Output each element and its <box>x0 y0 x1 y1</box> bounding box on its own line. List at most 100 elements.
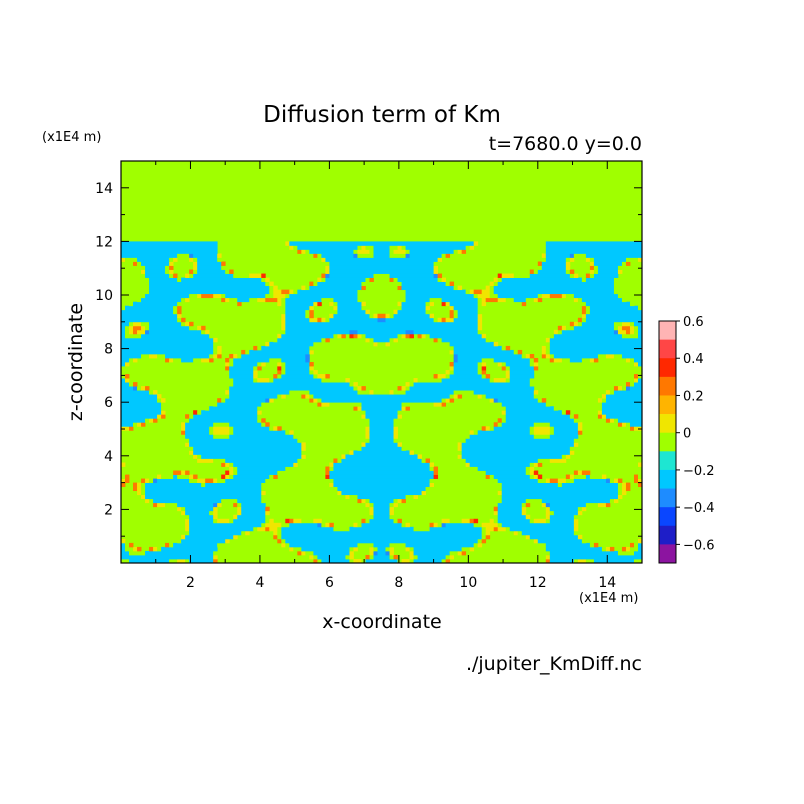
heatmap-cell <box>145 277 150 282</box>
heatmap-cell <box>353 253 358 258</box>
heatmap-cell <box>481 366 487 371</box>
heatmap-cell <box>145 265 166 270</box>
heatmap-cell <box>437 522 443 528</box>
heatmap-cell <box>189 522 262 528</box>
heatmap-cell <box>437 317 443 323</box>
heatmap-cell <box>389 249 394 254</box>
heatmap-cell <box>553 406 559 411</box>
heatmap-cell <box>557 482 563 488</box>
heatmap-cell <box>473 430 479 435</box>
heatmap-cell <box>189 269 194 274</box>
heatmap-cell <box>477 542 483 548</box>
heatmap-cell <box>309 366 314 371</box>
heatmap-cell <box>613 281 619 287</box>
heatmap-cell <box>281 317 286 323</box>
heatmap-cell <box>621 321 631 327</box>
heatmap-cell <box>341 333 346 339</box>
heatmap-cell <box>477 309 483 315</box>
heatmap-cell <box>581 321 615 327</box>
heatmap-cell <box>505 526 511 532</box>
heatmap-cell <box>273 289 282 295</box>
heatmap-cell <box>309 362 314 367</box>
heatmap-cell <box>501 490 619 496</box>
heatmap-cell <box>209 333 214 339</box>
heatmap-cell <box>545 402 551 407</box>
heatmap-cell <box>361 414 366 419</box>
heatmap-cell <box>241 353 306 359</box>
heatmap-cell <box>177 317 182 323</box>
heatmap-cell <box>413 382 531 387</box>
heatmap-cell <box>377 341 386 347</box>
heatmap-cell <box>173 305 178 311</box>
heatmap-cell <box>493 422 499 427</box>
heatmap-cell <box>121 325 126 331</box>
heatmap-cell <box>389 506 394 512</box>
heatmap-cell <box>581 506 587 512</box>
heatmap-cell <box>201 293 214 299</box>
heatmap-cell <box>393 502 398 508</box>
heatmap-cell <box>285 542 290 548</box>
heatmap-cell <box>405 494 414 500</box>
heatmap-cell <box>149 498 154 504</box>
heatmap-cell <box>261 345 310 351</box>
heatmap-cell <box>481 534 487 540</box>
heatmap-cell <box>369 514 374 520</box>
heatmap-cell <box>541 398 547 403</box>
heatmap-cell <box>121 249 218 254</box>
heatmap-cell <box>529 426 535 431</box>
heatmap-cell <box>429 522 434 528</box>
heatmap-cell <box>197 261 222 266</box>
heatmap-cell <box>457 353 523 359</box>
heatmap-cell <box>221 498 238 504</box>
heatmap-cell <box>293 434 298 439</box>
heatmap-cell <box>617 422 623 427</box>
heatmap-cell <box>497 277 503 282</box>
heatmap-cell <box>341 454 346 459</box>
heatmap-cell <box>305 394 310 399</box>
heatmap-cell <box>373 514 390 520</box>
heatmap-cell <box>181 510 186 516</box>
heatmap-cell <box>121 362 126 367</box>
heatmap-cell <box>181 321 186 327</box>
heatmap-cell <box>445 281 451 287</box>
heatmap-cell <box>121 554 214 560</box>
heatmap-cell <box>149 285 270 291</box>
heatmap-cell <box>629 329 635 335</box>
heatmap-cell <box>213 550 218 556</box>
heatmap-cell <box>185 514 190 520</box>
heatmap-cell <box>421 458 426 463</box>
heatmap-cell <box>449 301 479 307</box>
heatmap-cell <box>577 297 583 303</box>
heatmap-cell <box>185 438 190 443</box>
heatmap-cell <box>469 546 475 552</box>
heatmap-cell <box>453 285 459 291</box>
heatmap-cell <box>401 293 406 299</box>
heatmap-cell <box>473 518 479 524</box>
heatmap-cell <box>629 382 635 387</box>
heatmap-cell <box>565 454 571 459</box>
heatmap-cell <box>213 337 218 343</box>
heatmap-cell <box>125 546 134 552</box>
heatmap-cell <box>141 321 150 327</box>
heatmap-cell <box>361 442 366 447</box>
heatmap-cell <box>433 273 439 278</box>
heatmap-cell <box>361 402 402 407</box>
heatmap-cell <box>589 265 595 270</box>
heatmap-cell <box>121 353 142 359</box>
heatmap-cell <box>521 502 527 508</box>
heatmap-cell <box>617 329 627 335</box>
heatmap-cell <box>213 293 222 299</box>
heatmap-cell <box>409 546 414 552</box>
heatmap-cell <box>397 333 402 339</box>
heatmap-cell <box>453 353 459 359</box>
heatmap-cell <box>581 357 591 363</box>
heatmap-cell <box>609 498 615 504</box>
heatmap-cell <box>629 542 635 548</box>
heatmap-cell <box>529 462 535 467</box>
heatmap-cell <box>389 390 394 395</box>
heatmap-cell <box>621 261 627 266</box>
heatmap-cell <box>493 357 531 363</box>
heatmap-cell <box>633 325 639 331</box>
heatmap-cell <box>573 414 579 419</box>
heatmap-cell <box>429 482 434 488</box>
